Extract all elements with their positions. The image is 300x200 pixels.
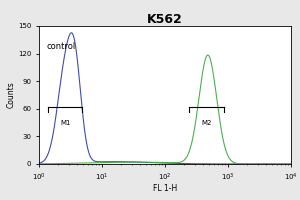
X-axis label: FL 1-H: FL 1-H: [153, 184, 177, 193]
Y-axis label: Counts: Counts: [6, 82, 15, 108]
Title: K562: K562: [147, 13, 183, 26]
Text: M2: M2: [201, 120, 211, 126]
Text: M1: M1: [60, 120, 70, 126]
Text: control: control: [46, 42, 76, 51]
